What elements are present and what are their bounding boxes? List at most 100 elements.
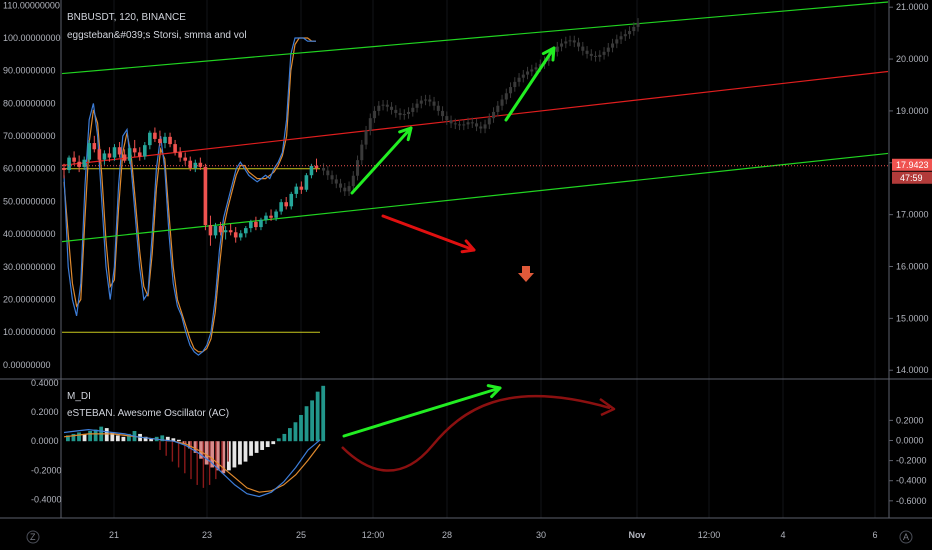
candle-body (158, 138, 162, 144)
left-axis-tick-label: 40.00000000 (3, 229, 56, 239)
drawn-arrows[interactable] (350, 46, 556, 282)
green-arrow-1-shaft (350, 126, 413, 195)
lower-right-axis[interactable]: 0.2000 0.0000 -0.2000 -0.4000 -0.6000 (889, 415, 927, 506)
projected-candle-body (381, 104, 385, 106)
projected-candle-body (360, 144, 364, 161)
right-axis-tick-label: 19.0000 (896, 106, 929, 116)
ac-bar (310, 400, 314, 442)
projected-candle-body (500, 99, 504, 106)
lower-drawn-arrows[interactable] (341, 384, 616, 472)
stoch-levels (62, 168, 320, 333)
projected-candle-body (623, 34, 627, 37)
projected-candle-body (351, 175, 355, 187)
ac-bar (232, 441, 237, 468)
candle-body (294, 186, 299, 194)
symbol-legend[interactable]: BNBUSDT, 120, BINANCE (67, 12, 186, 23)
lower-green-arrow-head (486, 384, 502, 399)
projected-candle-body (373, 110, 377, 119)
projected-candle-body (496, 105, 500, 112)
projected-candle-body (419, 100, 423, 104)
channel-lines[interactable] (61, 1, 889, 243)
candle-body (249, 221, 253, 229)
candle-body (274, 211, 278, 218)
ac-bar (104, 428, 109, 442)
projected-candles (322, 18, 640, 196)
lower-right-tick-label: -0.4000 (896, 476, 927, 486)
indicator-legend[interactable]: eggsteban&#039;s Storsi, smma and vol (67, 30, 247, 41)
ac-bar (243, 441, 248, 462)
projected-candle-body (521, 74, 525, 78)
projected-candle-body (509, 87, 513, 94)
projected-candle-body (560, 43, 564, 47)
lower-indicator-legend-1[interactable]: M_DI (67, 391, 91, 402)
projected-candle-body (415, 103, 419, 108)
ac-bar (254, 441, 259, 453)
projected-candle-body (555, 46, 559, 52)
upper-left-axis[interactable]: 110.00000000 100.00000000 90.00000000 80.00… (3, 0, 61, 370)
lower-green-arrow-shaft (342, 386, 502, 438)
candle-body (62, 167, 66, 171)
ac-bar (304, 406, 309, 442)
candle-body (97, 149, 102, 160)
candles (62, 127, 319, 246)
ac-bar (276, 438, 281, 442)
auto-scale-button[interactable]: A (899, 530, 913, 544)
time-axis-bg[interactable] (0, 519, 932, 550)
candle-body (309, 165, 314, 176)
projected-candle-body (619, 36, 623, 40)
auto-scale-button-label: A (903, 532, 909, 542)
left-axis-tick-label: 50.00000000 (3, 196, 56, 206)
projected-candle-body (385, 104, 389, 107)
candle-body (168, 136, 172, 145)
candle-body (193, 162, 198, 168)
ac-bar (265, 441, 270, 448)
projected-candle-body (394, 109, 398, 113)
left-axis-tick-label: 110.00000000 (3, 0, 60, 10)
lower-right-tick-label: 0.2000 (896, 415, 924, 425)
lower-indicator-legend-2[interactable]: eSTEBAN. Awesome Oscillator (AC) (67, 408, 229, 419)
candle-body (122, 154, 127, 161)
lower-left-axis[interactable]: 0.4000 0.2000 0.0000 -0.2000 -0.4000 (31, 378, 62, 505)
projected-candle-body (581, 46, 585, 51)
candle-body (228, 230, 233, 233)
candle-body (284, 202, 288, 207)
right-axis-tick-label: 20.0000 (896, 54, 929, 64)
projected-candle-body (547, 56, 551, 62)
ac-bar (315, 391, 320, 442)
candle-body (254, 221, 258, 228)
ac-bar (210, 441, 215, 468)
down-marker-icon (518, 266, 534, 282)
ac-bar (204, 441, 209, 465)
last-price-tag: 17.9423 47:59 (892, 158, 932, 184)
ac-bar (165, 436, 170, 442)
projected-candle-body (445, 116, 449, 121)
projected-candle-body (594, 55, 598, 57)
time-tick-label: 6 (872, 530, 877, 540)
ac-bar (160, 435, 165, 442)
candle-body (153, 132, 157, 139)
projected-candle-body (572, 40, 576, 43)
ac-bar (282, 433, 287, 442)
ac-bar (66, 435, 70, 442)
candle-body (82, 159, 86, 167)
ac-bar (199, 441, 203, 459)
left-axis-tick-label: 60.00000000 (3, 164, 56, 174)
projected-candle-body (458, 124, 462, 126)
timezone-button[interactable]: Z (26, 530, 40, 544)
candle-body (67, 157, 71, 171)
ac-bar (215, 441, 220, 471)
projected-candle-body (402, 114, 406, 116)
candle-body (127, 148, 132, 161)
candle-body (203, 166, 208, 226)
grid (113, 0, 876, 518)
right-axis-tick-label: 16.0000 (896, 261, 929, 271)
projected-candle-body (398, 112, 402, 116)
candle-body (117, 147, 122, 155)
lower-right-tick-label: -0.2000 (896, 456, 927, 466)
projected-candle-body (606, 47, 610, 52)
left-axis-tick-label: 100.00000000 (3, 33, 61, 43)
time-tick-label: 28 (442, 530, 452, 540)
time-axis[interactable]: 21 23 25 12:00 28 30 Nov 12:00 4 6 (109, 530, 878, 540)
projected-candle-body (343, 187, 347, 192)
